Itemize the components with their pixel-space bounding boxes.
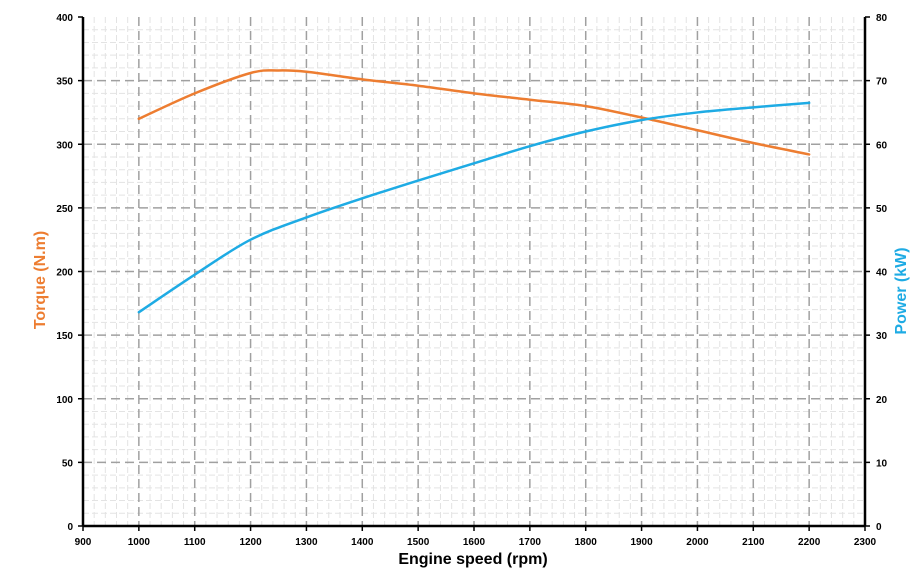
major-grid — [83, 17, 865, 526]
y-right-tick-label: 30 — [876, 331, 888, 342]
x-tick-label: 2100 — [742, 537, 765, 548]
x-tick-label: 2000 — [686, 537, 709, 548]
y-right-tick-label: 80 — [876, 13, 888, 24]
y-left-tick-label: 300 — [56, 140, 73, 151]
x-tick-label: 1500 — [407, 537, 430, 548]
x-tick-label: 1700 — [519, 537, 542, 548]
x-tick-label: 1800 — [575, 537, 598, 548]
series-lines — [137, 69, 811, 314]
x-tick-label: 1300 — [295, 537, 318, 548]
x-tick-label: 1900 — [630, 537, 653, 548]
x-tick-label: 2200 — [798, 537, 821, 548]
y-left-tick-label: 250 — [56, 204, 73, 215]
y-right-tick-label: 60 — [876, 140, 888, 151]
y-left-tick-label: 350 — [56, 77, 73, 88]
y-right-tick-label: 10 — [876, 458, 888, 469]
y-right-tick-label: 40 — [876, 268, 888, 279]
x-tick-label: 1600 — [463, 537, 486, 548]
torque-series-line — [137, 69, 811, 156]
y-right-axis-title: Power (kW) — [893, 247, 910, 334]
y-left-axis-title: Torque (N.m) — [32, 231, 49, 329]
x-tick-label: 2300 — [854, 537, 877, 548]
y-right-tick-label: 20 — [876, 395, 888, 406]
tick-labels: 900 1000 1100 1200 1300 1400 1500 1600 1700 1800 1… — [56, 13, 887, 548]
power-series-line — [137, 101, 811, 314]
y-right-tick-label: 0 — [876, 522, 882, 533]
y-left-tick-label: 400 — [56, 13, 73, 24]
y-left-tick-label: 0 — [67, 522, 73, 533]
x-tick-label: 1000 — [128, 537, 151, 548]
y-right-tick-label: 50 — [876, 204, 888, 215]
y-left-tick-label: 150 — [56, 331, 73, 342]
y-right-tick-label: 70 — [876, 77, 888, 88]
axes — [78, 16, 870, 531]
x-tick-label: 1100 — [184, 537, 206, 548]
x-tick-label: 900 — [75, 537, 92, 548]
y-left-tick-label: 50 — [62, 458, 74, 469]
y-left-tick-label: 100 — [56, 395, 73, 406]
y-left-tick-label: 200 — [56, 268, 73, 279]
x-tick-label: 1200 — [239, 537, 262, 548]
x-tick-label: 1400 — [351, 537, 374, 548]
x-axis-title: Engine speed (rpm) — [398, 551, 547, 568]
